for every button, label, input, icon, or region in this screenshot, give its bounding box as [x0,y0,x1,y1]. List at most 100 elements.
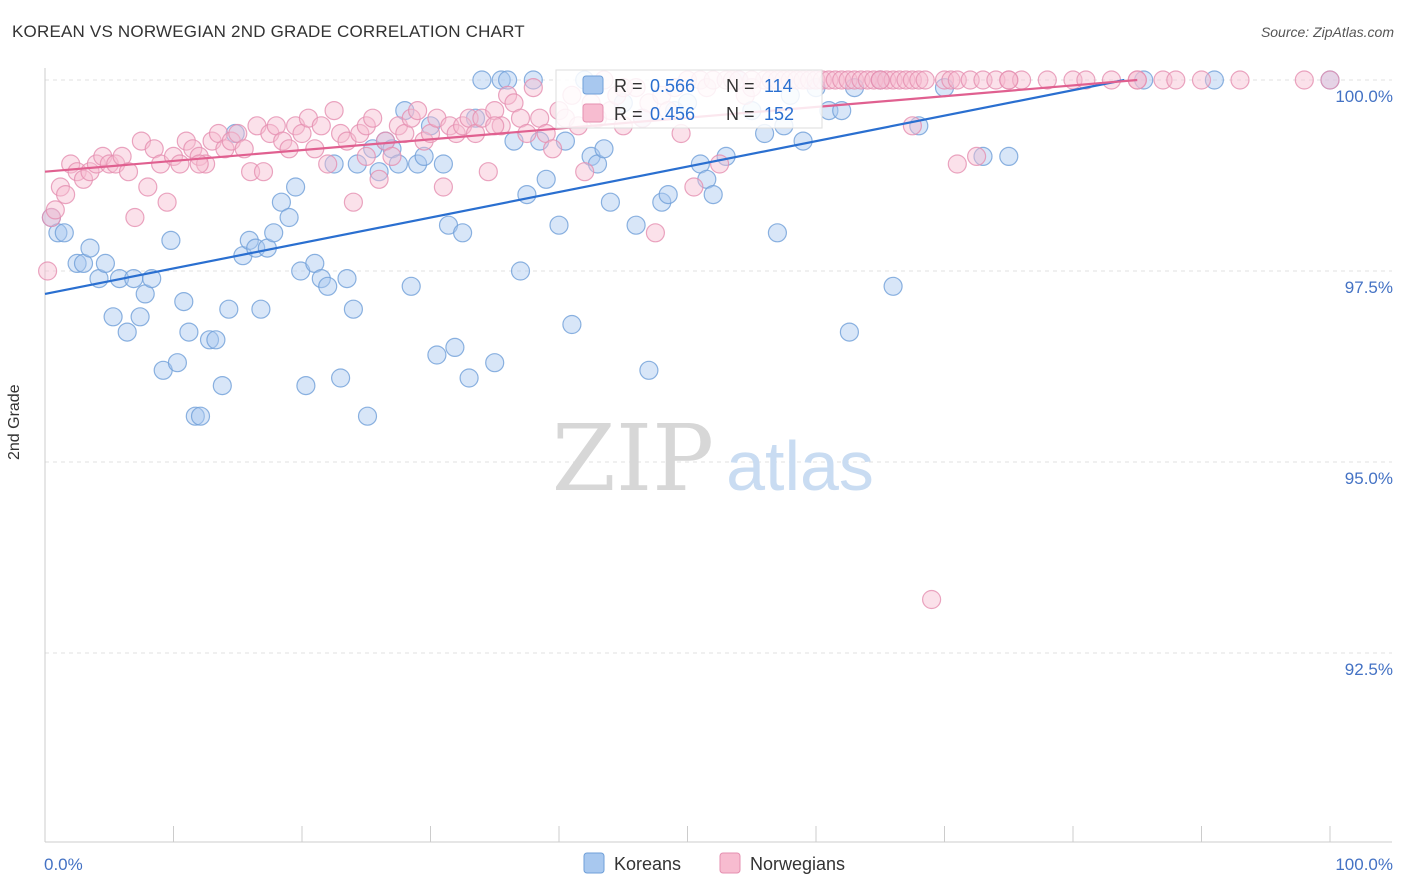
korean-point [185,406,205,426]
stats-norwegian-r-value: 0.456 [650,104,695,124]
norwegian-point [645,223,666,243]
norwegian-point [915,70,935,90]
korean-point [523,70,543,90]
norwegian-point [45,200,65,220]
korean-point [54,223,74,243]
korean-point [271,192,291,212]
korean-point [433,154,453,174]
stats-norwegian-n-value: 152 [764,104,794,124]
korean-point [324,154,344,174]
korean-point [600,192,621,212]
norwegian-point [343,192,363,212]
korean-point [343,299,363,319]
legend-norwegian-label: Norwegians [750,854,845,874]
norwegian-point [1037,70,1057,90]
korean-point [161,230,181,250]
norwegian-point [279,139,299,159]
norwegian-point [941,70,961,90]
y-tick-label: 100.0% [1335,87,1393,106]
korean-point [130,307,150,327]
norwegian-point [356,146,376,166]
korean-point [883,276,903,296]
norwegian-point [684,177,704,197]
norwegian-point [523,77,543,98]
norwegian-point [215,139,235,159]
korean-point [839,322,860,342]
korean-point [767,223,788,243]
korean-point [999,146,1019,166]
norwegian-point [170,154,190,174]
norwegian-point [870,70,890,90]
korean-point [594,139,614,159]
korean-point [167,353,187,373]
norwegian-point [176,131,196,151]
korean-point [703,185,723,205]
norwegian-point [253,162,274,182]
norwegian-point [1191,70,1212,90]
norwegian-point [37,261,58,281]
korean-point [95,253,116,273]
korean-point [212,376,232,396]
norwegian-point [498,85,518,105]
korean-point [264,223,284,243]
norwegian-point [273,131,293,151]
norwegian-point [369,169,389,189]
norwegian-point [1101,70,1122,90]
korean-point [401,276,421,296]
norwegian-point [356,116,376,136]
stats-korean-n-label: N = [726,76,755,96]
korean-point [206,330,226,350]
korean-point [517,185,537,205]
korean-point [388,154,408,174]
norwegian-point [311,116,331,136]
norwegian-point [1166,70,1186,90]
norwegian-point [433,177,453,197]
korean-point [793,131,813,151]
norwegian-point [350,123,370,144]
korean-point [626,215,646,235]
korean-point [239,230,259,250]
korean-point [510,261,531,281]
korean-point [453,223,473,243]
korean-point [337,269,357,289]
korean-point [459,368,479,388]
norwegian-point [408,100,428,121]
norwegian-point [234,139,254,159]
korean-point [472,70,492,90]
korean-point [190,406,211,426]
stats-korean-swatch [582,75,604,95]
korean-point [67,253,87,273]
norwegian-point [318,154,338,174]
stats-korean-r-label: R = [614,76,643,96]
korean-point [369,162,389,182]
norwegian-point [73,169,94,189]
norwegian-point [542,139,563,159]
norwegian-point [485,116,505,136]
norwegian-point [118,162,139,182]
watermark-zip: ZIP [552,405,714,512]
korean-point [296,376,316,396]
norwegian-point [709,154,730,174]
korean-point [414,146,434,166]
norwegian-point [517,123,537,144]
norwegian-point [55,185,76,205]
norwegian-point [382,146,402,166]
norwegian-point [966,146,987,166]
korean-point [652,192,672,212]
y-tick-label: 97.5% [1345,278,1393,297]
norwegian-point [138,177,158,197]
korean-point [80,238,100,258]
korean-point [286,177,306,197]
norwegian-point [491,116,511,136]
norwegian-point [125,207,145,228]
y-tick-label: 92.5% [1345,660,1393,679]
norwegian-point [999,70,1019,90]
stats-norwegian-n-label: N = [726,104,755,124]
korean-point [117,322,137,342]
korean-point [427,345,447,365]
norwegian-point [902,116,923,136]
x-tick-label: 100.0% [1335,855,1393,874]
korean-point [331,368,351,388]
watermark-atlas: atlas [726,427,874,505]
